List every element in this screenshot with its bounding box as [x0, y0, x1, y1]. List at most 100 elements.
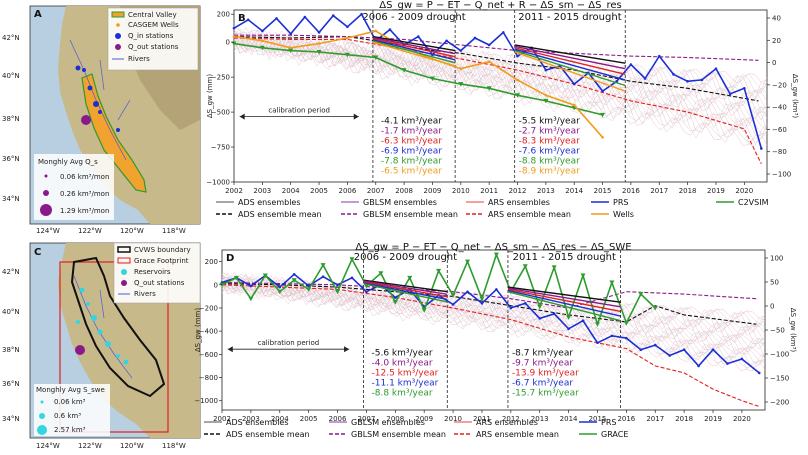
data-point [421, 308, 427, 313]
x-tick-label: 2004 [271, 415, 289, 423]
map-a-legend-4: Rivers [128, 55, 150, 63]
data-point [249, 284, 253, 288]
drought-label: 2006 - 2009 drought [362, 12, 465, 23]
qout-station-c [75, 345, 85, 355]
data-point [303, 15, 307, 19]
trend-line-2011 [507, 291, 621, 322]
data-point [344, 52, 350, 58]
data-point [572, 103, 576, 107]
data-point [537, 304, 543, 310]
y-right-tick-label: −80 [772, 148, 787, 156]
series-ads-ensemble-mean [221, 283, 757, 325]
y-axis-label: ΔS_gw (mm) [194, 308, 202, 352]
x-tick-label: 2004 [282, 187, 300, 195]
data-point [277, 289, 283, 295]
data-point [486, 86, 492, 91]
calibration-label: calibration period [258, 339, 320, 347]
data-point [757, 371, 761, 375]
ensemble-line [233, 35, 768, 131]
chart-d: 2006 - 2009 drought 2011 - 2015 drought -5… [194, 242, 797, 439]
data-point [388, 28, 392, 31]
chart-title: ΔS_gw = P − ET − Q_net + R − ΔS_sm − ΔS_… [379, 0, 621, 11]
data-point [551, 265, 557, 270]
y-right-tick-label: −200 [770, 399, 789, 407]
y-tick-label: 0 [214, 281, 218, 289]
map-a-lon-3: 118°W [162, 227, 186, 235]
data-point [760, 147, 763, 150]
data-point [522, 264, 528, 269]
data-point [291, 278, 297, 283]
data-point [306, 287, 312, 292]
trend-line-2006 [363, 279, 448, 293]
x-tick-label: 2008 [395, 187, 413, 195]
map-a-legend-0: Central Valley [128, 11, 177, 19]
drought-label: 2011 - 2015 drought [513, 252, 616, 263]
data-point [307, 284, 310, 288]
x-tick-label: 2012 [502, 415, 520, 423]
data-point [711, 348, 715, 352]
legend-label: GBLSM ensemble mean [363, 210, 458, 219]
map-a-lat-2: 38°N [2, 115, 20, 123]
map-c-lon-0: 124°W [36, 442, 60, 450]
data-point [572, 82, 576, 86]
y-right-tick-label: −40 [772, 104, 787, 112]
map-a-lat-0: 42°N [2, 34, 20, 42]
map-c-lat-3: 36°N [2, 380, 20, 388]
map-a-lat-1: 40°N [2, 72, 20, 80]
data-point [601, 135, 604, 139]
y-tick-label: −400 [199, 328, 218, 336]
ensemble-line [221, 271, 766, 360]
map-a: Central Valley CASGEM Wells Q_in station… [2, 5, 201, 235]
cvws-boundary [70, 256, 166, 398]
data-point [580, 273, 586, 279]
chart-b: 2006 - 2009 drought 2011 - 2015 drought -4… [206, 0, 799, 219]
data-point [275, 17, 278, 20]
drought-label: 2011 - 2015 drought [518, 12, 621, 23]
series-line [233, 36, 759, 102]
map-c-legend-4: Rivers [134, 290, 156, 298]
map-a-legend-2: Q_in stations [128, 32, 174, 40]
rate-label-2006: -7.8 km³/year [381, 157, 442, 167]
data-point [652, 305, 658, 311]
y-tick-label: −1000 [194, 397, 218, 405]
data-point [321, 275, 325, 278]
map-c-size-legend: Monghly Avg S_swe 0.06 km³ 0.6 km³ 2.57 … [34, 384, 110, 436]
rate-label-2006: -11.1 km³/year [372, 379, 439, 389]
legend-label: ADS ensembles [238, 198, 301, 207]
ensemble-line [221, 274, 766, 372]
x-tick-label: 2014 [565, 187, 583, 195]
rate-label-2011: -8.8 km³/year [519, 157, 580, 167]
legend-label: ADS ensembles [226, 418, 289, 427]
data-point [373, 55, 379, 61]
x-tick-label: 2019 [704, 415, 722, 423]
data-point [278, 285, 282, 289]
data-point [261, 29, 264, 33]
x-tick-label: 2018 [679, 187, 697, 195]
data-point [320, 263, 326, 268]
data-point [686, 80, 689, 83]
data-point [479, 296, 485, 302]
series-line [221, 281, 757, 309]
data-point [653, 343, 657, 347]
x-tick-label: 2009 [415, 415, 433, 423]
data-point [601, 89, 604, 93]
x-tick-label: 2012 [509, 187, 527, 195]
x-tick-label: 2002 [225, 187, 243, 195]
map-c-size-1: 0.6 km³ [54, 412, 81, 420]
y-tick-label: −600 [199, 351, 218, 359]
reservoirs [76, 287, 129, 365]
data-point [515, 93, 521, 98]
map-a-lon-ticks: 124°W 122°W 120°W 118°W [36, 227, 186, 235]
data-point [317, 31, 321, 34]
x-tick-label: 2013 [531, 415, 549, 423]
legend-label: PRS [613, 198, 628, 207]
series-ars-ensemble-mean [233, 37, 762, 165]
x-tick-label: 2003 [253, 187, 271, 195]
trend-line-2006 [363, 281, 448, 298]
y-right-tick-label: −100 [772, 171, 791, 179]
data-point [292, 273, 296, 276]
rate-label-2006: -8.8 km³/year [372, 389, 433, 399]
trend-line-2011 [507, 289, 621, 317]
data-point [331, 14, 335, 17]
rivers-c [73, 275, 133, 379]
